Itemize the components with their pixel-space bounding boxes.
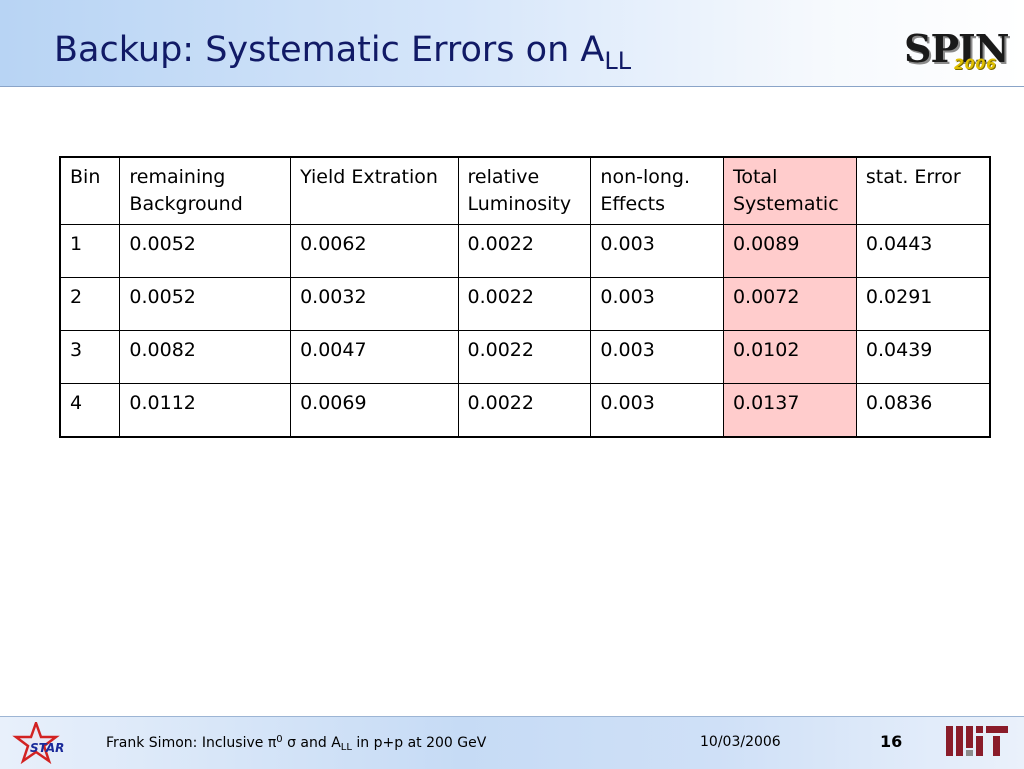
cell-yield-extraction: 0.0062 (290, 224, 459, 278)
cell-yield-extraction: 0.0069 (290, 383, 459, 438)
star-shape-icon (12, 722, 60, 764)
table-row: 4 0.0112 0.0069 0.0022 0.003 0.0137 0.08… (59, 383, 991, 438)
header-yield-extraction: Yield Extration (290, 156, 459, 225)
header-stat-error: stat. Error (855, 156, 991, 225)
cell-bin: 1 (59, 224, 121, 278)
star-logo-text: STAR (30, 741, 64, 755)
cell-relative-luminosity: 0.0022 (457, 224, 592, 278)
table-row: 1 0.0052 0.0062 0.0022 0.003 0.0089 0.04… (59, 224, 991, 278)
cell-yield-extraction: 0.0032 (290, 277, 459, 331)
cell-remaining-background: 0.0052 (119, 224, 292, 278)
spin-logo-year: 2006 (954, 57, 997, 73)
spin-logo-text: SPIN (904, 26, 1010, 71)
cell-non-long-effects: 0.003 (590, 277, 724, 331)
cell-bin: 3 (59, 330, 121, 384)
cell-non-long-effects: 0.003 (590, 224, 724, 278)
cell-bin: 4 (59, 383, 121, 438)
cell-stat-error: 0.0439 (855, 330, 991, 384)
cell-stat-error: 0.0443 (855, 224, 991, 278)
systematic-errors-table: Bin remaining Background Yield Extration … (59, 156, 991, 438)
page-number: 16 (880, 732, 903, 751)
cell-remaining-background: 0.0082 (119, 330, 292, 384)
cell-yield-extraction: 0.0047 (290, 330, 459, 384)
header-relative-luminosity: relative Luminosity (457, 156, 592, 225)
header-remaining-background: remaining Background (119, 156, 292, 225)
star-experiment-logo: STAR (12, 722, 64, 764)
footer-presentation-info: Frank Simon: Inclusive π0 σ and ALL in p… (106, 734, 487, 753)
cell-stat-error: 0.0291 (855, 277, 991, 331)
header-non-long-effects: non-long. Effects (590, 156, 724, 225)
cell-remaining-background: 0.0112 (119, 383, 292, 438)
mit-logo (946, 726, 1008, 756)
header-bin: Bin (59, 156, 121, 225)
slide-header (0, 0, 1024, 87)
cell-total-systematic: 0.0089 (722, 224, 857, 278)
cell-stat-error: 0.0836 (855, 383, 991, 438)
cell-relative-luminosity: 0.0022 (457, 383, 592, 438)
slide-footer (0, 716, 1024, 769)
cell-total-systematic: 0.0102 (722, 330, 857, 384)
slide-title-main: Backup: Systematic Errors on A (54, 30, 605, 70)
cell-relative-luminosity: 0.0022 (457, 277, 592, 331)
cell-total-systematic: 0.0137 (722, 383, 857, 438)
cell-relative-luminosity: 0.0022 (457, 330, 592, 384)
footer-date: 10/03/2006 (700, 734, 781, 750)
table-row: 3 0.0082 0.0047 0.0022 0.003 0.0102 0.04… (59, 330, 991, 384)
slide-title: Backup: Systematic Errors on ALL (54, 30, 631, 75)
cell-non-long-effects: 0.003 (590, 330, 724, 384)
cell-non-long-effects: 0.003 (590, 383, 724, 438)
table-header-row: Bin remaining Background Yield Extration … (59, 156, 991, 225)
cell-remaining-background: 0.0052 (119, 277, 292, 331)
header-total-systematic: Total Systematic (722, 156, 857, 225)
cell-total-systematic: 0.0072 (722, 277, 857, 331)
spin2006-logo: SPIN 2006 (904, 26, 1010, 76)
slide-title-subscript: LL (604, 47, 632, 75)
table-row: 2 0.0052 0.0032 0.0022 0.003 0.0072 0.02… (59, 277, 991, 331)
cell-bin: 2 (59, 277, 121, 331)
